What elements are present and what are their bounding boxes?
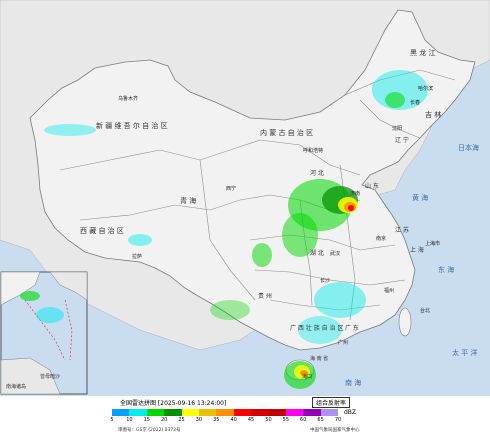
region-jiangsu: 江 苏 bbox=[395, 226, 409, 234]
city-haikou: 海口 bbox=[302, 373, 312, 380]
city-wuhan: 武汉 bbox=[330, 250, 340, 257]
scale-swatch-3 bbox=[164, 409, 182, 416]
city-shanghai: 上海市 bbox=[425, 240, 440, 247]
city-xining: 西宁 bbox=[226, 185, 236, 192]
city-shenyang: 沈阳 bbox=[392, 125, 402, 132]
region-guangdong: 广 东 bbox=[345, 324, 359, 332]
scale-tick-label: 30 bbox=[195, 417, 203, 423]
scale-tick-label: 55 bbox=[282, 417, 290, 423]
scale-swatch-6 bbox=[216, 409, 234, 416]
scale-swatch-12 bbox=[320, 409, 339, 416]
sea-donghai: 东 海 bbox=[438, 265, 454, 274]
region-guangxi: 广 西 壮 族 自 治 区 bbox=[290, 324, 343, 332]
china-mainland bbox=[29, 9, 476, 351]
legend-unit: dBZ bbox=[344, 409, 357, 416]
scale-tick-label: 25 bbox=[178, 417, 185, 423]
scale-swatch-11 bbox=[303, 409, 321, 416]
scale-tick-label: 10 bbox=[126, 417, 133, 423]
scale-tick-label: 60 bbox=[300, 417, 307, 423]
inset-nanhai-islands: 南海诸岛 bbox=[6, 383, 26, 390]
reflectivity-legend: 全国雷达拼图 [2025-09-16 13:24:00] 组合反射率 5 10 15… bbox=[0, 396, 490, 439]
legend-title: 全国雷达拼图 [2025-09-16 13:24:00] bbox=[120, 400, 227, 407]
scale-tick-label: 15 bbox=[143, 417, 150, 423]
city-guangzhou: 广州 bbox=[338, 339, 348, 346]
radar-echoes bbox=[44, 70, 428, 389]
scale-tick-label: 70 bbox=[334, 417, 342, 423]
data-credit: 中国气象局国家气象中心 bbox=[310, 428, 360, 433]
region-hubei: 湖 北 bbox=[310, 249, 324, 257]
scale-tick-label: 35 bbox=[213, 417, 220, 423]
region-xizang: 西 藏 自 治 区 bbox=[80, 226, 124, 235]
scale-tick-label: 40 bbox=[230, 417, 237, 423]
scale-swatch-5 bbox=[198, 409, 217, 416]
region-shandong: 山 东 bbox=[365, 182, 379, 190]
scale-tick-label: 20 bbox=[160, 417, 168, 423]
region-heilongjiang: 黑 龙 江 bbox=[410, 48, 435, 57]
region-hainan: 海 南 省 bbox=[310, 355, 328, 362]
inset-zengmu: 曾母暗沙 bbox=[40, 373, 60, 380]
sea-huanghai: 黄 海 bbox=[412, 193, 428, 202]
taiwan-island bbox=[398, 307, 412, 337]
region-hebei: 河 北 bbox=[310, 169, 324, 177]
scale-tick-label: 65 bbox=[317, 417, 324, 423]
region-guizhou: 贵 州 bbox=[258, 292, 272, 300]
scale-swatch-1 bbox=[129, 409, 147, 416]
sea-taipingyang: 太 平 洋 bbox=[452, 348, 477, 357]
city-changsha: 长沙 bbox=[320, 277, 330, 284]
sea-nanhai: 南 海 bbox=[345, 378, 361, 387]
region-neimenggu: 内 蒙 古 自 治 区 bbox=[260, 128, 313, 137]
color-scale-ticks: 5 10 15 20 25 30 35 40 45 50 55 60 65 70 bbox=[110, 417, 352, 425]
sea-riben: 日本海 bbox=[458, 143, 479, 152]
city-taipei: 台北 bbox=[420, 307, 430, 314]
legend-product: 组合反射率 bbox=[312, 397, 351, 408]
scale-swatch-4 bbox=[181, 409, 199, 416]
scale-swatch-9 bbox=[268, 409, 286, 416]
region-xinjiang: 新 疆 维 吾 尔 自 治 区 bbox=[96, 121, 168, 130]
scale-swatch-8 bbox=[251, 409, 269, 416]
scale-swatch-10 bbox=[285, 409, 304, 416]
scale-tick-label: 50 bbox=[265, 417, 272, 423]
city-urumqi: 乌鲁木齐 bbox=[118, 95, 138, 102]
scale-swatch-7 bbox=[233, 409, 252, 416]
scale-swatch-2 bbox=[146, 409, 165, 416]
map-approval-number: 审图号：GS京 (2022) 0372号 bbox=[118, 428, 181, 433]
city-nanjing: 南京 bbox=[376, 235, 386, 242]
scale-tick-label: 5 bbox=[110, 417, 114, 423]
scale-swatch-0 bbox=[112, 409, 130, 416]
region-shanghai: 上 海 bbox=[410, 246, 424, 254]
city-jinan: 济南 bbox=[350, 190, 360, 197]
city-fuzhou: 福州 bbox=[384, 287, 394, 294]
city-haerbin: 哈尔滨 bbox=[418, 85, 433, 92]
city-lhasa: 拉萨 bbox=[132, 253, 142, 260]
color-scale-bar bbox=[112, 409, 339, 416]
region-qinghai: 青 海 bbox=[180, 196, 196, 205]
south-china-sea-inset bbox=[0, 271, 88, 395]
scale-tick-label: 45 bbox=[247, 417, 255, 423]
region-liaoning: 辽 宁 bbox=[395, 136, 409, 144]
china-radar-map: 新 疆 维 吾 尔 自 治 区西 藏 自 治 区 青 海 内 蒙 古 自 治 区 黑 … bbox=[0, 0, 490, 396]
city-changchun: 长春 bbox=[410, 99, 420, 106]
region-jilin: 吉 林 bbox=[425, 110, 441, 119]
city-huhehaote: 呼和浩特 bbox=[303, 147, 323, 154]
